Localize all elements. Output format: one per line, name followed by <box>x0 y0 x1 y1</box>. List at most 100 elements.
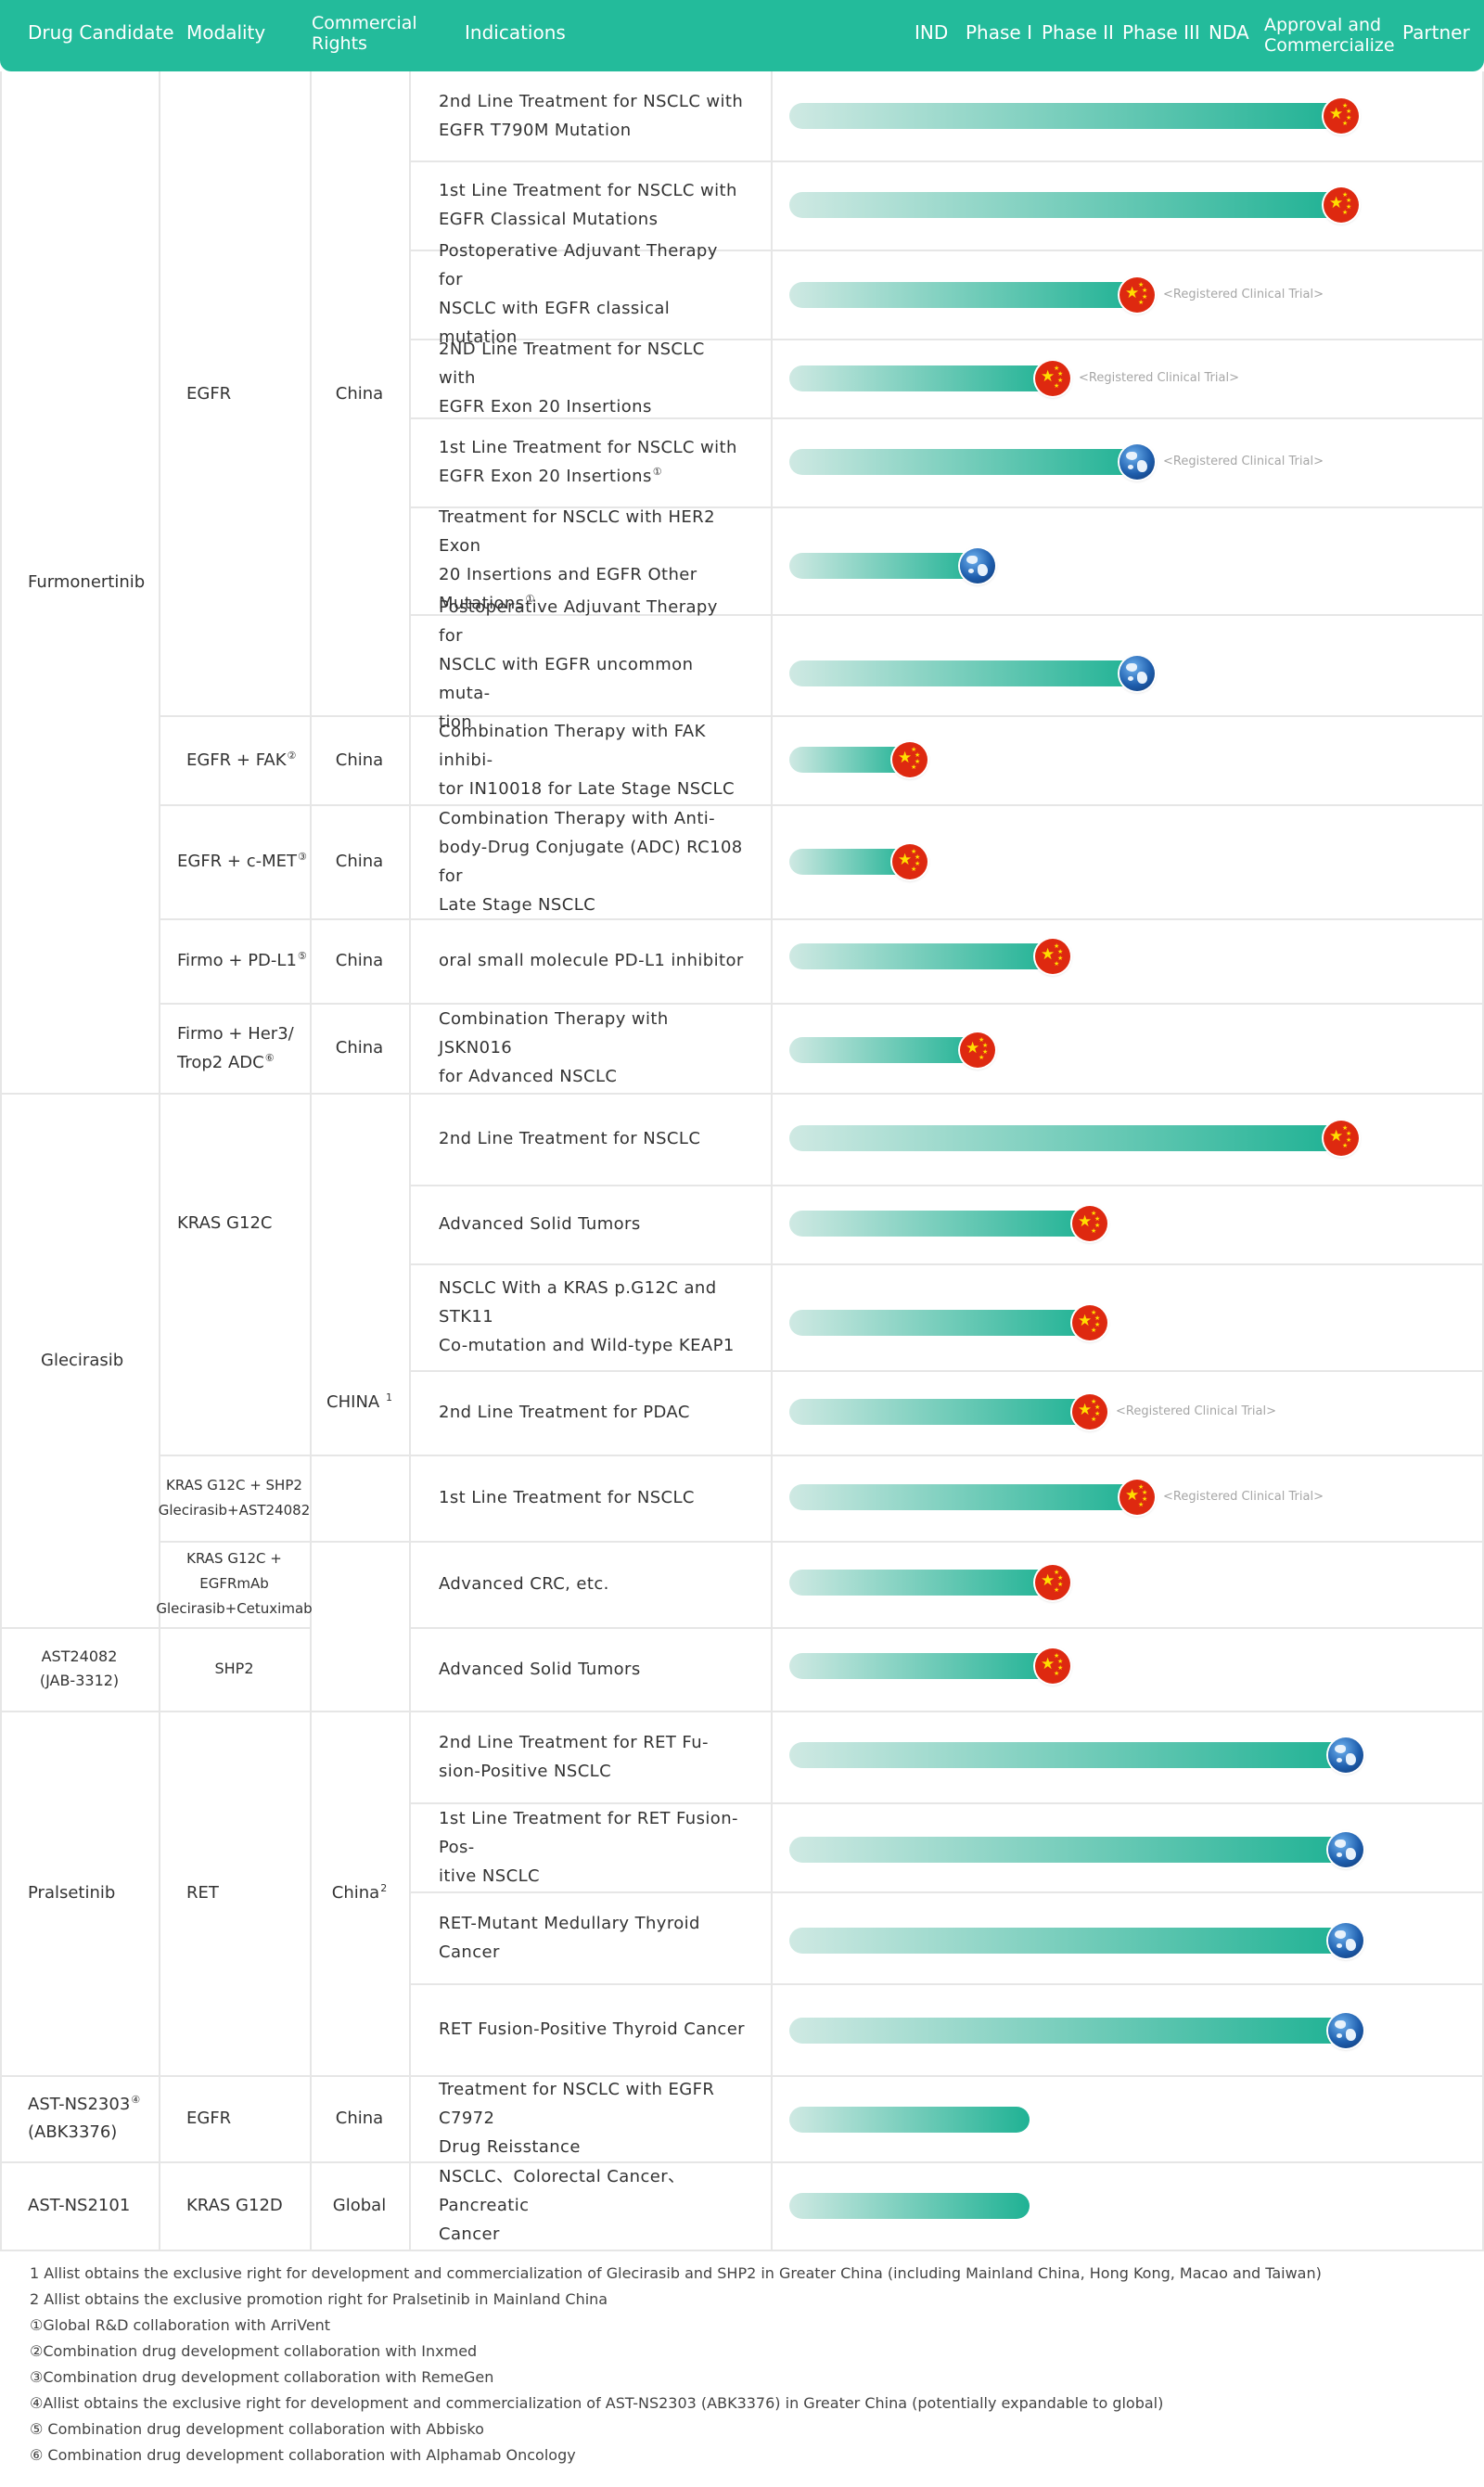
row-divider <box>409 614 1484 616</box>
row-divider <box>159 1541 1484 1543</box>
indication-row: 1st Line Treatment for RET Fusion-Pos-it… <box>439 1808 738 1886</box>
footnote: ⑥ Combination drug development collabora… <box>30 2446 576 2464</box>
row-divider <box>159 1003 1484 1005</box>
row-divider <box>159 715 1484 717</box>
progress-bar <box>789 553 979 579</box>
row-divider <box>159 918 1484 920</box>
registered-trial-note: <Registered Clinical Trial> <box>1079 371 1239 385</box>
china-flag-icon: ★ ★ ★ ★ ★ <box>1072 1394 1107 1429</box>
row-divider <box>0 1627 310 1629</box>
progress-bar <box>789 2018 1346 2044</box>
rights-glecirasib: CHINA 1 <box>326 1391 392 1412</box>
footnote: 1 Allist obtains the exclusive right for… <box>30 2264 1322 2282</box>
row-divider <box>409 1802 1484 1804</box>
footnote: 2 Allist obtains the exclusive promotion… <box>30 2290 608 2308</box>
registered-trial-note: <Registered Clinical Trial> <box>1163 455 1324 468</box>
row-divider <box>409 1185 1484 1186</box>
indication-row: 2nd Line Treatment for RET Fu-sion-Posit… <box>439 1732 709 1781</box>
china-flag-icon: ★ ★ ★ ★ ★ <box>1035 1648 1070 1684</box>
row-divider <box>409 1983 1484 1985</box>
row-divider <box>409 160 1484 162</box>
rights-pralsetinib: China2 <box>331 1882 388 1903</box>
row-divider <box>409 417 1484 419</box>
rights-firmo-her3: China <box>335 1038 384 1058</box>
indication-row: 2ND Line Treatment for NSCLC with EGFR Ex… <box>439 340 705 417</box>
progress-bar <box>789 660 1137 686</box>
progress-bar <box>789 103 1341 129</box>
modality-firmo-her3: Firmo + Her3/ Trop2 ADC⑥ <box>177 1023 294 1072</box>
china-flag-icon: ★ ★ ★ ★ ★ <box>1035 939 1070 974</box>
indication-row: NSCLC、Colorectal Cancer、Pancreatic Cancer <box>439 2167 685 2244</box>
group-divider <box>0 1711 1484 1712</box>
china-flag-icon: ★ ★ ★ ★ ★ <box>1324 1121 1359 1156</box>
modality-shp2: SHP2 <box>214 1660 254 1677</box>
indication-row: Combination Therapy with Anti-body-Drug … <box>439 808 743 915</box>
indication-row: oral small molecule PD-L1 inhibitor <box>439 951 744 970</box>
modality-egfr-cmet: EGFR + c-MET③ <box>177 851 307 871</box>
china-flag-icon: ★ ★ ★ ★ ★ <box>1324 98 1359 134</box>
footnotes: 1 Allist obtains the exclusive right for… <box>30 2261 1458 2468</box>
china-flag-icon: ★ ★ ★ ★ ★ <box>892 742 928 777</box>
header-drug-candidate: Drug Candidate <box>28 21 174 44</box>
progress-bar <box>789 192 1341 218</box>
indication-row: Advanced CRC, etc. <box>439 1574 609 1594</box>
progress-bar <box>789 1653 1053 1679</box>
column-divider <box>409 71 411 2251</box>
progress-bar <box>789 1310 1090 1336</box>
progress-bar <box>789 1742 1346 1768</box>
globe-icon <box>1119 444 1155 480</box>
china-flag-icon: ★ ★ ★ ★ ★ <box>1324 187 1359 223</box>
header-phase-1: Phase I <box>966 21 1032 44</box>
rights-firmo-pdl1: China <box>335 951 384 970</box>
indication-row: Postoperative Adjuvant Therapy for NSCLC … <box>439 597 718 732</box>
header-modality: Modality <box>186 21 266 44</box>
header-nda: NDA <box>1209 21 1249 44</box>
modality-egfr-fak: EGFR + FAK② <box>186 749 297 770</box>
header-commercial-rights-2: Rights <box>312 33 367 54</box>
header-indications: Indications <box>465 21 566 44</box>
footnote: ③Combination drug development collaborat… <box>30 2368 494 2386</box>
row-divider <box>409 1455 1484 1456</box>
rights-egfr-fak: China <box>335 750 384 770</box>
modality-firmo-pdl1: Firmo + PD-L1⑤ <box>177 950 307 970</box>
column-divider <box>159 71 160 2251</box>
indication-row: NSCLC With a KRAS p.G12C and STK11 Co-mut… <box>439 1278 735 1355</box>
progress-bar <box>789 1125 1341 1151</box>
drug-pralsetinib: Pralsetinib <box>28 1883 116 1903</box>
globe-icon <box>960 548 995 583</box>
indication-row: 2nd Line Treatment for NSCLC with EGFR T7… <box>439 92 744 140</box>
indication-row: 1st Line Treatment for NSCLC with EGFR Cl… <box>439 181 737 229</box>
globe-icon <box>1119 656 1155 691</box>
china-flag-icon: ★ ★ ★ ★ ★ <box>1119 277 1155 313</box>
modality-kras-egfrmab: KRAS G12C + EGFRmAb Glecirasib+Cetuximab <box>156 1550 313 1617</box>
indication-row: Treatment for NSCLC with HER2 Exon 20 Ins… <box>439 507 715 613</box>
drug-furmonertinib: Furmonertinib <box>28 572 146 592</box>
indication-row: 1st Line Treatment for NSCLC <box>439 1488 695 1507</box>
modality-ret: RET <box>186 1883 219 1903</box>
progress-bar <box>789 2193 1030 2219</box>
row-divider <box>409 1891 1484 1893</box>
group-divider <box>0 1093 1484 1095</box>
china-flag-icon: ★ ★ ★ ★ ★ <box>1072 1206 1107 1241</box>
row-divider <box>159 804 1484 806</box>
progress-bar <box>789 365 1053 391</box>
indication-row: Combination Therapy with FAK inhibi-tor … <box>439 721 735 799</box>
modality-kras-shp2: KRAS G12C + SHP2 Glecirasib+AST24082 <box>158 1476 311 1519</box>
header-approval-1: Approval and <box>1264 15 1382 35</box>
row-divider <box>159 1455 409 1456</box>
modality-kras-g12c: KRAS G12C <box>177 1213 273 1233</box>
column-divider <box>310 71 312 2251</box>
table-border-left <box>0 71 2 2251</box>
china-flag-icon: ★ ★ ★ ★ ★ <box>892 844 928 879</box>
row-divider <box>409 1263 1484 1265</box>
progress-bar <box>789 1211 1090 1237</box>
registered-trial-note: <Registered Clinical Trial> <box>1116 1404 1276 1418</box>
modality-egfr: EGFR <box>186 383 232 404</box>
header-ind: IND <box>915 21 949 44</box>
indication-row: Combination Therapy with JSKN016 for Adva… <box>439 1009 669 1086</box>
progress-bar <box>789 1037 979 1063</box>
rights-ast-ns2303: China <box>335 2109 384 2128</box>
indication-row: 1st Line Treatment for NSCLC with EGFR Ex… <box>439 438 737 486</box>
drug-glecirasib: Glecirasib <box>41 1350 124 1370</box>
table-border-right <box>1482 71 1484 2251</box>
